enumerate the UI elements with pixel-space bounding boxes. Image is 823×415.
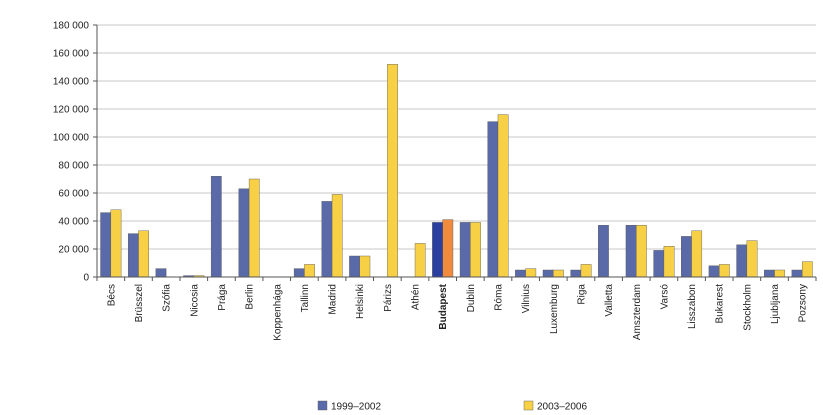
x-tick-label: Prága <box>217 284 228 311</box>
x-tick-label: Koppenhága <box>272 284 283 341</box>
x-tick-label: Nicosia <box>189 284 200 317</box>
x-tick-label: Vilnius <box>521 284 532 313</box>
x-tick-label: Riga <box>576 284 587 305</box>
x-axis: Bécs Brüsszel Szófia Nicosia Prága Berlin Kopp… <box>96 276 817 341</box>
bar-2 <box>801 261 813 278</box>
y-tick-label: 160 000 <box>53 49 90 60</box>
legend-label: 2003–2006 <box>537 402 587 413</box>
bar-1 <box>791 269 803 278</box>
y-tick-label: 180 000 <box>53 21 90 32</box>
bar-1 <box>238 188 250 278</box>
y-tick-label: 80 000 <box>58 161 89 172</box>
x-tick-label: Luxemburg <box>549 284 560 334</box>
bar-1 <box>542 269 554 278</box>
bar-2 <box>580 264 592 278</box>
bar-1 <box>625 224 637 278</box>
bar-2 <box>387 63 398 278</box>
bar-1 <box>293 268 305 278</box>
x-tick-label: Ljubljana <box>770 284 781 324</box>
bar-1 <box>708 265 720 278</box>
y-tick-label: 0 <box>83 273 89 284</box>
legend: 1999–2002 2003–2006 <box>317 400 587 413</box>
bar-2 <box>414 243 426 278</box>
x-tick-label: Párizs <box>383 284 394 312</box>
bar-2 <box>636 224 647 278</box>
legend-label: 1999–2002 <box>331 402 381 413</box>
bar-1 <box>321 201 333 278</box>
x-tick-label: Stockholm <box>742 284 753 331</box>
y-tick-label: 40 000 <box>58 217 89 228</box>
x-tick-label: Tallinn <box>300 284 311 312</box>
bar-1 <box>349 255 360 278</box>
bar-1 <box>432 222 443 278</box>
y-tick-label: 140 000 <box>53 77 90 88</box>
bar-2 <box>553 269 564 278</box>
x-tick-label: Bécs <box>106 284 117 306</box>
x-tick-label: Valletta <box>604 284 615 317</box>
bar-2 <box>497 114 509 278</box>
legend-swatch <box>317 400 328 411</box>
bar-1 <box>155 268 167 278</box>
bar-1 <box>681 236 692 278</box>
grid-lines <box>97 24 816 278</box>
bar-2 <box>470 222 481 278</box>
y-tick-label: 60 000 <box>58 189 89 200</box>
bar-1 <box>127 233 139 278</box>
x-tick-label: Szófia <box>162 284 173 312</box>
bar-2 <box>331 194 343 278</box>
legend-swatch <box>523 400 534 411</box>
bar-1 <box>515 269 526 278</box>
bar-2 <box>442 219 454 278</box>
x-tick-label: Dublin <box>466 284 477 312</box>
y-tick-label: 20 000 <box>58 245 89 256</box>
bar-2 <box>719 264 730 278</box>
y-axis: 0 20 000 40 000 60 000 80 000 100 000 120 000 1… <box>53 21 98 284</box>
bar-1 <box>570 269 582 278</box>
bar-2 <box>691 230 703 278</box>
bar-1 <box>764 269 775 278</box>
x-tick-label: Athén <box>411 284 422 310</box>
bar-2 <box>110 209 122 278</box>
x-tick-label: Róma <box>493 284 504 311</box>
x-tick-label: Lisszabon <box>687 284 698 329</box>
bar-1 <box>100 212 112 278</box>
x-tick-label: Amszterdam <box>632 284 643 340</box>
bar-1 <box>459 222 471 278</box>
bar-1 <box>736 244 748 278</box>
x-tick-label: Budapest <box>438 283 449 329</box>
bar-1 <box>598 224 609 278</box>
y-tick-label: 120 000 <box>53 105 90 116</box>
x-tick-label: Helsinki <box>355 284 366 319</box>
y-tick-label: 100 000 <box>53 133 90 144</box>
x-tick-label: Berlin <box>245 284 256 310</box>
x-tick-label: Pozsony <box>798 284 809 322</box>
x-tick-label: Varsó <box>659 284 670 310</box>
bar-2 <box>248 178 260 278</box>
bar-1 <box>653 250 665 278</box>
bar-2 <box>138 230 149 278</box>
bar-2 <box>746 240 758 278</box>
bar-2 <box>774 269 786 278</box>
bar-1 <box>210 175 222 278</box>
bar-2 <box>359 255 371 278</box>
x-tick-label: Bukarest <box>715 284 726 324</box>
x-tick-label: Brüsszel <box>134 284 145 322</box>
bar-1 <box>487 121 499 278</box>
bar-2 <box>304 264 315 278</box>
bars <box>100 63 813 278</box>
bar-2 <box>663 245 675 278</box>
x-tick-label: Madrid <box>328 284 339 315</box>
bar-2 <box>525 268 537 278</box>
